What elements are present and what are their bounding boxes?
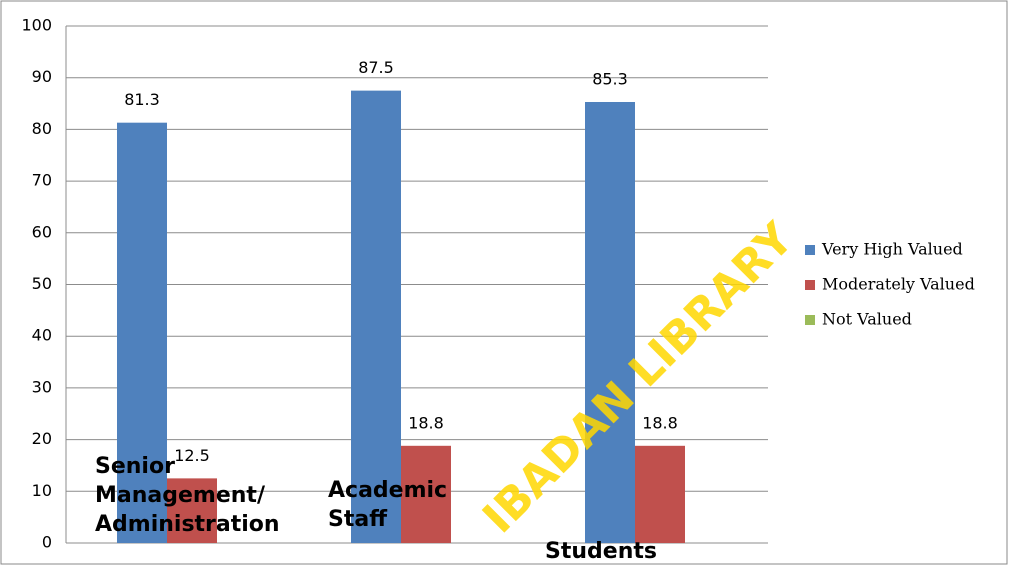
legend-swatch <box>805 280 815 290</box>
y-tick-label: 40 <box>32 326 52 345</box>
data-label: 85.3 <box>592 69 628 88</box>
y-tick-label: 60 <box>32 222 52 241</box>
y-tick-label: 30 <box>32 377 52 396</box>
legend-label: Moderately Valued <box>822 275 975 294</box>
y-tick-label: 0 <box>42 533 52 552</box>
category-label: Senior Management/ Administration <box>95 454 280 537</box>
category-label: Academic Staff <box>328 478 448 532</box>
y-tick-label: 100 <box>21 16 52 35</box>
y-tick-label: 10 <box>32 481 52 500</box>
legend-swatch <box>805 315 815 325</box>
data-label: 81.3 <box>124 90 160 109</box>
data-label: 18.8 <box>408 413 444 432</box>
bar <box>635 445 685 543</box>
legend-label: Not Valued <box>822 310 912 329</box>
bar <box>585 101 635 544</box>
bar <box>401 445 451 543</box>
y-tick-label: 80 <box>32 119 52 138</box>
category-label: Students <box>545 539 657 564</box>
bar <box>167 478 217 543</box>
data-label: 87.5 <box>358 58 394 77</box>
data-label: 18.8 <box>642 413 678 432</box>
y-tick-label: 20 <box>32 429 52 448</box>
y-tick-label: 90 <box>32 67 52 86</box>
legend-label: Very High Valued <box>821 240 963 259</box>
bar <box>117 122 167 543</box>
data-label: 12.5 <box>174 446 210 465</box>
y-tick-label: 50 <box>32 274 52 293</box>
bar <box>351 90 401 543</box>
y-tick-label: 70 <box>32 171 52 190</box>
legend-swatch <box>805 245 815 255</box>
